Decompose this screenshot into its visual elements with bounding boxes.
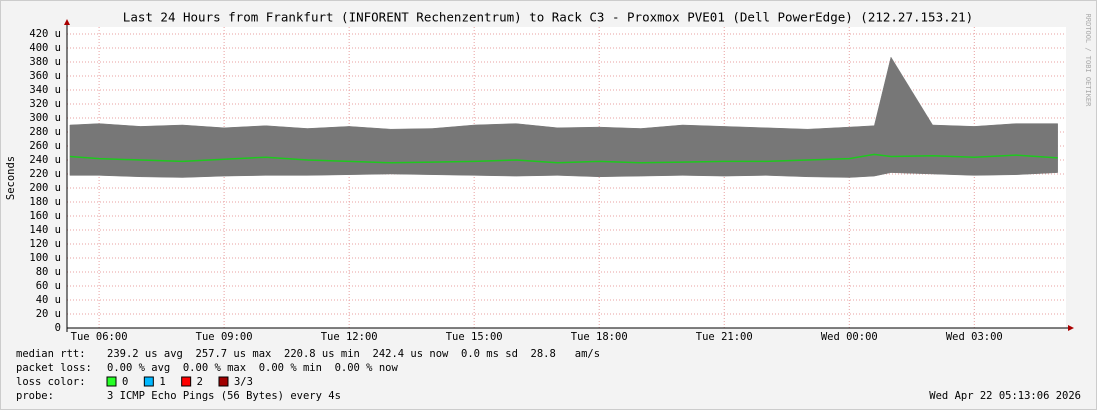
y-tick-label: 200 u xyxy=(29,182,61,194)
plot-area xyxy=(67,27,1066,328)
y-tick-label: 120 u xyxy=(29,238,61,250)
loss-color-label: 2 xyxy=(197,376,203,388)
x-tick-label: Wed 03:00 xyxy=(946,331,1003,343)
x-tick-label: Wed 00:00 xyxy=(821,331,878,343)
y-tick-label: 160 u xyxy=(29,210,61,222)
y-axis-label: Seconds xyxy=(5,156,17,200)
x-tick-label: Tue 21:00 xyxy=(696,331,753,343)
x-tick-label: Tue 09:00 xyxy=(196,331,253,343)
y-tick-label: 240 u xyxy=(29,154,61,166)
x-tick-label: Tue 12:00 xyxy=(321,331,378,343)
y-tick-label: 360 u xyxy=(29,70,61,82)
legend-label: median rtt: xyxy=(16,348,86,360)
y-tick-label: 280 u xyxy=(29,126,61,138)
y-tick-label: 220 u xyxy=(29,168,61,180)
y-tick-label: 340 u xyxy=(29,84,61,96)
x-tick-label: Tue 18:00 xyxy=(571,331,628,343)
median-line xyxy=(69,153,1058,164)
arrow xyxy=(1068,325,1074,331)
legend-stats: 0.00 % avg 0.00 % max 0.00 % min 0.00 % … xyxy=(107,362,398,374)
y-tick-label: 80 u xyxy=(36,266,61,278)
loss-color-label: 1 xyxy=(159,376,165,388)
arrow xyxy=(64,19,70,25)
timestamp: Wed Apr 22 05:13:06 2026 xyxy=(929,390,1081,402)
watermark: RRDTOOL / TOBI OETIKER xyxy=(1084,14,1092,108)
loss-swatch xyxy=(181,376,192,387)
y-tick-label: 260 u xyxy=(29,140,61,152)
y-tick-label: 320 u xyxy=(29,98,61,110)
y-tick-label: 40 u xyxy=(36,294,61,306)
y-tick-label: 20 u xyxy=(36,308,61,320)
y-tick-label: 300 u xyxy=(29,112,61,124)
loss-swatch xyxy=(218,376,229,387)
loss-color-label: 3/3 xyxy=(234,376,253,388)
y-tick-label: 0 xyxy=(55,322,61,334)
legend-label: packet loss: xyxy=(16,362,92,374)
y-tick-label: 60 u xyxy=(36,280,61,292)
loss-swatch xyxy=(106,376,117,387)
y-tick-label: 100 u xyxy=(29,252,61,264)
legend-label: loss color: xyxy=(16,376,86,388)
y-tick-label: 400 u xyxy=(29,42,61,54)
chart-title: Last 24 Hours from Frankfurt (INFORENT R… xyxy=(123,10,973,25)
loss-swatch xyxy=(143,376,154,387)
y-tick-label: 140 u xyxy=(29,224,61,236)
probe-info: 3 ICMP Echo Pings (56 Bytes) every 4s xyxy=(107,390,341,402)
x-tick-label: Tue 06:00 xyxy=(71,331,128,343)
legend-label: probe: xyxy=(16,390,54,402)
smoke-band xyxy=(69,56,1058,178)
x-tick-label: Tue 15:00 xyxy=(446,331,503,343)
y-tick-label: 180 u xyxy=(29,196,61,208)
y-tick-label: 420 u xyxy=(29,28,61,40)
y-tick-label: 380 u xyxy=(29,56,61,68)
loss-color-label: 0 xyxy=(122,376,128,388)
legend-stats: 239.2 us avg 257.7 us max 220.8 us min 2… xyxy=(107,348,600,360)
